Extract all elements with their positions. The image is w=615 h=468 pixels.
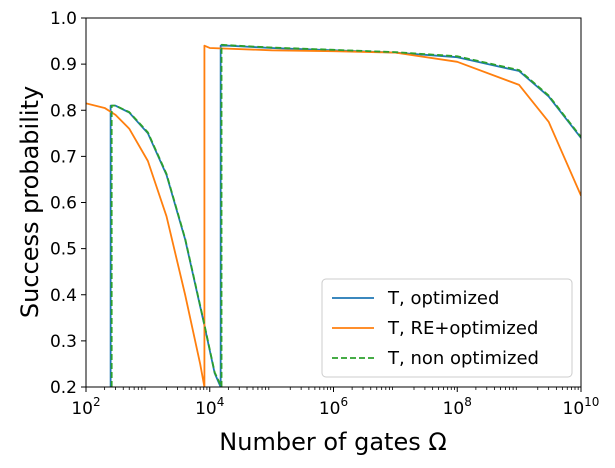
y-tick-label: 1.0 — [50, 9, 77, 29]
legend-label: T, optimized — [387, 288, 499, 309]
x-tick-label: 106 — [319, 395, 348, 419]
legend-label: T, RE+optimized — [387, 318, 538, 339]
y-tick-label: 0.3 — [50, 332, 77, 352]
x-axis: 102 104 106 108 1010 — [71, 387, 599, 419]
x-axis-title: Number of gates Ω — [219, 428, 446, 456]
series-line-t-non-optimized — [110, 43, 581, 387]
legend-label: T, non optimized — [387, 348, 539, 369]
y-tick-label: 0.7 — [50, 147, 77, 167]
x-tick-label: 104 — [195, 395, 224, 419]
y-tick-label: 0.8 — [50, 101, 77, 121]
y-tick-label: 0.9 — [50, 55, 77, 75]
y-tick-label: 0.4 — [50, 286, 77, 306]
series-layer — [86, 43, 581, 387]
legend: T, optimized T, RE+optimized T, non optimi… — [321, 278, 573, 378]
y-tick-label: 0.2 — [50, 378, 77, 398]
y-tick-label: 0.5 — [50, 240, 77, 260]
x-tick-label: 102 — [71, 395, 100, 419]
x-tick-label: 1010 — [563, 395, 600, 419]
legend-frame — [321, 278, 573, 378]
y-axis: 0.2 0.3 0.4 0.5 0.6 0.7 0.8 0.9 1.0 — [50, 9, 86, 398]
y-tick-label: 0.6 — [50, 194, 77, 214]
series-line-t-re-optimized — [86, 44, 581, 387]
x-tick-label: 108 — [443, 395, 472, 419]
y-axis-title: Success probability — [16, 86, 44, 318]
